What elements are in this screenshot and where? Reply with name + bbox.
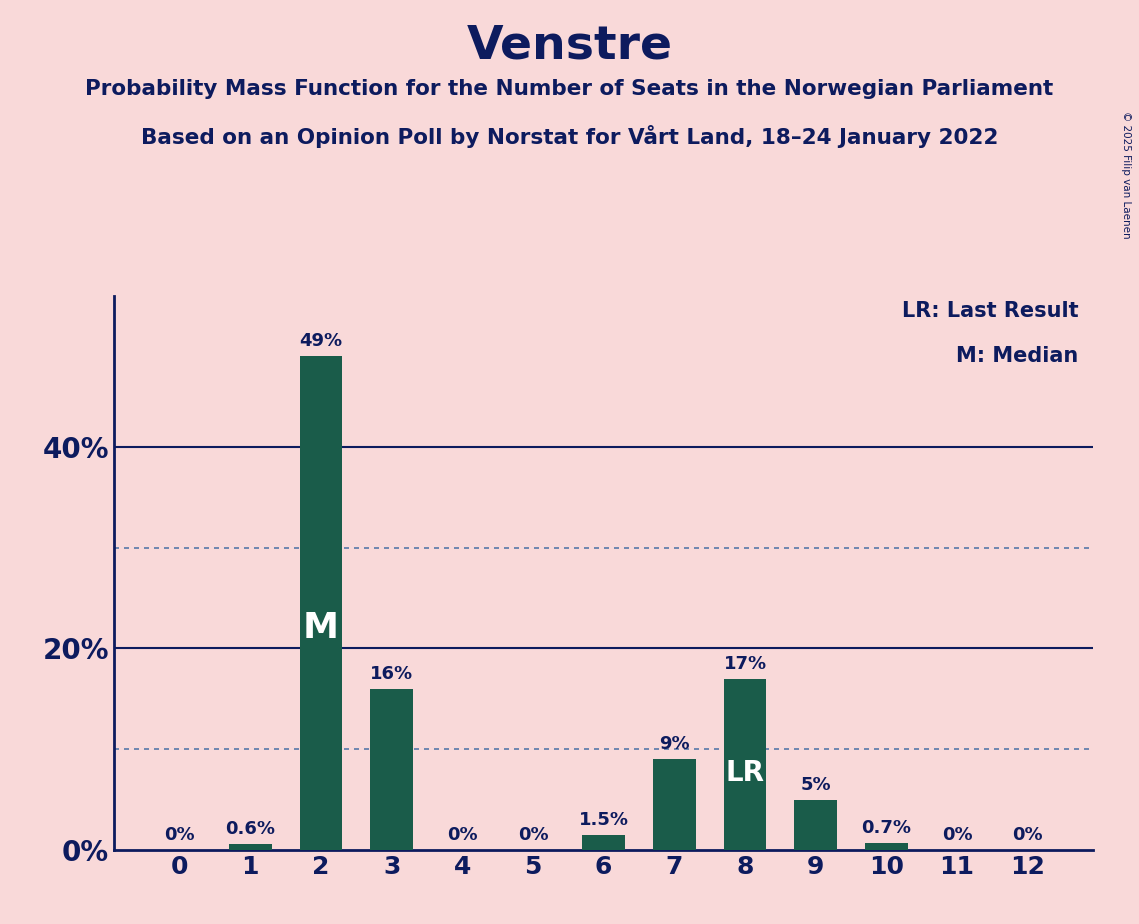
Bar <box>300 356 342 850</box>
Text: 5%: 5% <box>801 775 831 794</box>
Bar <box>229 844 271 850</box>
Text: M: M <box>303 611 339 645</box>
Text: 9%: 9% <box>659 736 689 753</box>
Text: Based on an Opinion Poll by Norstat for Vårt Land, 18–24 January 2022: Based on an Opinion Poll by Norstat for … <box>141 125 998 148</box>
Text: 0.6%: 0.6% <box>226 820 276 838</box>
Text: 17%: 17% <box>723 655 767 673</box>
Text: LR: LR <box>726 759 764 787</box>
Text: 16%: 16% <box>370 664 413 683</box>
Bar <box>582 835 625 850</box>
Text: M: Median: M: Median <box>957 346 1079 366</box>
Text: LR: Last Result: LR: Last Result <box>902 301 1079 322</box>
Text: Probability Mass Function for the Number of Seats in the Norwegian Parliament: Probability Mass Function for the Number… <box>85 79 1054 99</box>
Bar <box>795 799 837 850</box>
Text: 0.7%: 0.7% <box>861 819 911 837</box>
Text: 49%: 49% <box>300 332 343 350</box>
Bar <box>866 843 908 850</box>
Text: Venstre: Venstre <box>467 23 672 68</box>
Text: 0%: 0% <box>518 826 548 844</box>
Bar <box>723 679 767 850</box>
Text: 0%: 0% <box>942 826 973 844</box>
Text: © 2025 Filip van Laenen: © 2025 Filip van Laenen <box>1121 111 1131 238</box>
Text: 0%: 0% <box>164 826 195 844</box>
Bar <box>653 760 696 850</box>
Text: 0%: 0% <box>446 826 477 844</box>
Text: 0%: 0% <box>1013 826 1043 844</box>
Bar <box>370 688 412 850</box>
Text: 1.5%: 1.5% <box>579 811 629 829</box>
